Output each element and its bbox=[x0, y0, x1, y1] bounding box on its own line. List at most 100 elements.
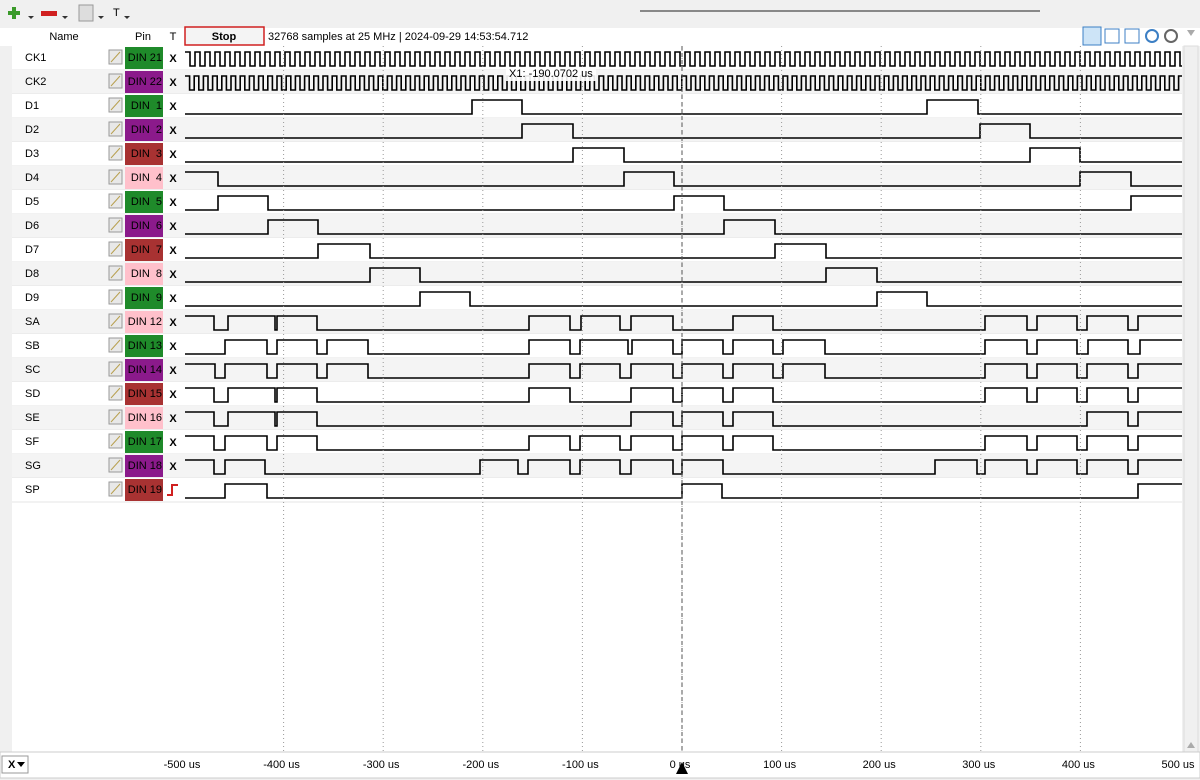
axis-label: -500 us bbox=[164, 759, 201, 771]
channel-name: SC bbox=[25, 364, 40, 376]
waveform bbox=[185, 219, 1182, 235]
probe-icon bbox=[110, 171, 121, 183]
trigger-label[interactable]: X bbox=[169, 293, 177, 305]
axis-label: -300 us bbox=[363, 759, 400, 771]
axis-selector-label[interactable]: X bbox=[8, 759, 16, 771]
dropdown-arrow[interactable] bbox=[62, 16, 68, 19]
channel-name: D5 bbox=[25, 196, 39, 208]
pin-badge bbox=[125, 311, 163, 333]
probe-icon bbox=[110, 195, 121, 207]
settings-tool[interactable] bbox=[1164, 29, 1178, 43]
channel-name: SF bbox=[25, 436, 39, 448]
axis-label: -200 us bbox=[462, 759, 499, 771]
waveform bbox=[185, 171, 1182, 187]
trigger-rising-edge[interactable] bbox=[167, 484, 178, 496]
pin-label: DIN 2 bbox=[131, 124, 162, 136]
zoom-tool[interactable] bbox=[1145, 29, 1159, 43]
pin-header: Pin bbox=[135, 31, 151, 43]
pin-badge bbox=[125, 479, 163, 501]
dropdown-arrow[interactable] bbox=[98, 16, 104, 19]
trigger-label[interactable]: X bbox=[169, 389, 177, 401]
probe-icon[interactable] bbox=[78, 4, 94, 22]
dropdown-arrow[interactable] bbox=[17, 762, 25, 767]
add-icon[interactable] bbox=[8, 7, 20, 19]
trigger-label[interactable]: X bbox=[169, 341, 177, 353]
pin-badge bbox=[125, 287, 163, 309]
trigger-label[interactable]: X bbox=[169, 125, 177, 137]
probe-icon bbox=[110, 51, 121, 63]
pin-badge bbox=[125, 95, 163, 117]
pin-badge bbox=[125, 143, 163, 165]
trigger-label[interactable]: X bbox=[169, 365, 177, 377]
row-background bbox=[12, 358, 1182, 382]
toolbar: T bbox=[8, 4, 1040, 22]
channel-name: D1 bbox=[25, 100, 39, 112]
probe-icon bbox=[110, 339, 121, 351]
trigger-label[interactable]: X bbox=[169, 53, 177, 65]
axis-selector[interactable] bbox=[1, 755, 29, 774]
scrollbar[interactable] bbox=[1183, 45, 1199, 753]
trigger-label[interactable]: X bbox=[169, 221, 177, 233]
waveform bbox=[185, 435, 1182, 451]
scroll-down[interactable] bbox=[1187, 742, 1195, 748]
pin-label: DIN 17 bbox=[128, 436, 162, 448]
trigger-label[interactable]: X bbox=[169, 245, 177, 257]
channel-name: CK1 bbox=[25, 52, 46, 64]
pin-label: DIN 1 bbox=[131, 100, 162, 112]
probe-icon bbox=[110, 411, 121, 423]
pin-badge bbox=[125, 383, 163, 405]
trigger-label[interactable]: X bbox=[169, 77, 177, 89]
pin-badge bbox=[125, 263, 163, 285]
pin-badge bbox=[125, 407, 163, 429]
probe-icon bbox=[110, 459, 121, 471]
pin-label: DIN 8 bbox=[131, 268, 162, 280]
name-header: Name bbox=[49, 31, 78, 43]
status-text: 32768 samples at 25 MHz | 2024-09-29 14:… bbox=[268, 31, 528, 43]
dropdown-arrow[interactable] bbox=[124, 16, 130, 19]
trigger-label[interactable]: X bbox=[169, 269, 177, 281]
probe-icon bbox=[110, 147, 121, 159]
cursor-marker[interactable] bbox=[676, 762, 688, 774]
pin-label: DIN 22 bbox=[128, 76, 162, 88]
stop-button-label[interactable]: Stop bbox=[212, 31, 237, 43]
pin-label: DIN 9 bbox=[131, 292, 162, 304]
channel-name: SD bbox=[25, 388, 40, 400]
trigger-label[interactable]: X bbox=[169, 101, 177, 113]
trigger-label[interactable]: X bbox=[169, 461, 177, 473]
probe-icon bbox=[110, 99, 121, 111]
probe-icon bbox=[110, 123, 121, 135]
trigger-label[interactable]: X bbox=[169, 413, 177, 425]
pin-label: DIN 4 bbox=[131, 172, 162, 184]
trigger-label[interactable]: X bbox=[169, 317, 177, 329]
pin-badge bbox=[125, 167, 163, 189]
stop-button[interactable] bbox=[184, 26, 265, 46]
axis-label: 500 us bbox=[1161, 759, 1195, 771]
trigger-label[interactable]: X bbox=[169, 197, 177, 209]
trigger-label[interactable]: X bbox=[169, 437, 177, 449]
probe-icon bbox=[110, 483, 121, 495]
row-background bbox=[12, 46, 1182, 70]
scroll-up[interactable] bbox=[1187, 30, 1195, 36]
cursor-tool[interactable] bbox=[1104, 28, 1120, 44]
pin-label: DIN 16 bbox=[128, 412, 162, 424]
dropdown-arrow[interactable] bbox=[28, 16, 34, 19]
cursor-tool[interactable] bbox=[1124, 28, 1140, 44]
channel-name: D2 bbox=[25, 124, 39, 136]
pin-label: DIN 3 bbox=[131, 148, 162, 160]
row-background bbox=[12, 310, 1182, 334]
pin-badge bbox=[125, 335, 163, 357]
waveform bbox=[185, 99, 1182, 115]
remove-icon[interactable] bbox=[41, 11, 57, 16]
channel-name: D6 bbox=[25, 220, 39, 232]
cursor-label-bg bbox=[506, 67, 596, 81]
pointer-tool[interactable] bbox=[1082, 26, 1102, 46]
trigger-label[interactable]: X bbox=[169, 173, 177, 185]
text-tool[interactable]: T bbox=[113, 7, 120, 19]
pin-badge bbox=[125, 431, 163, 453]
pin-badge bbox=[125, 359, 163, 381]
pin-label: DIN 13 bbox=[128, 340, 162, 352]
trigger-label[interactable]: X bbox=[169, 149, 177, 161]
axis-label: 200 us bbox=[863, 759, 897, 771]
